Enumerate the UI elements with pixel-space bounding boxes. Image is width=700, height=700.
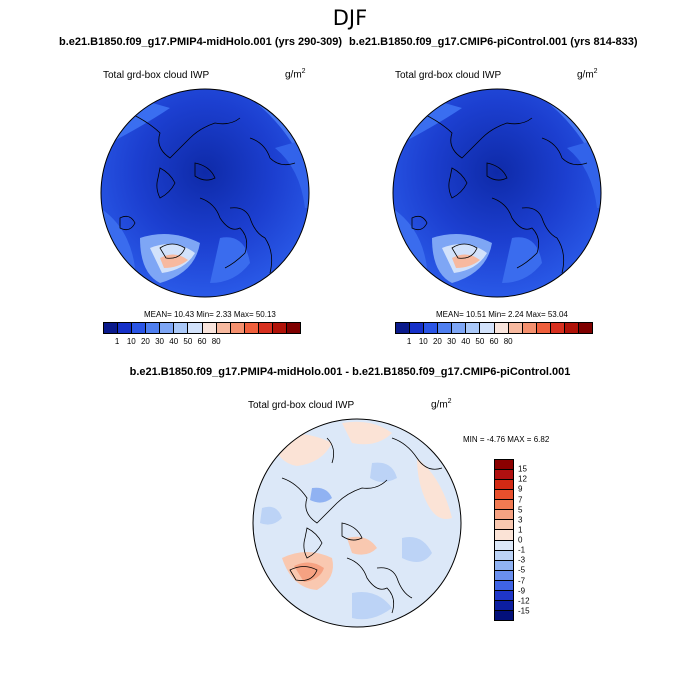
colorbar-swatch <box>579 323 593 333</box>
colorbar-tick-label: -12 <box>518 596 530 606</box>
colorbar-tick-label: -9 <box>518 586 526 596</box>
colorbar-tick-label: 7 <box>518 495 523 504</box>
colorbar-swatch <box>118 323 133 333</box>
left-colorbar <box>103 322 301 334</box>
right-colorbar <box>395 322 593 334</box>
colorbar-swatch <box>495 480 513 491</box>
colorbar-swatch <box>495 570 513 581</box>
colorbar-swatch <box>495 600 513 611</box>
colorbar-swatch <box>495 540 513 551</box>
difference-title: b.e21.B1850.f09_g17.PMIP4-midHolo.001 - … <box>129 366 571 378</box>
colorbar-swatch <box>438 323 453 333</box>
colorbar-swatch <box>146 323 161 333</box>
colorbar-tick-label: 40 <box>169 337 179 346</box>
colorbar-tick-label: 15 <box>518 464 527 474</box>
left-stats: MEAN= 10.43 Min= 2.33 Max= 50.13 <box>144 310 276 319</box>
difference-units: g/m2 <box>431 398 452 411</box>
left-polar-map <box>100 88 310 298</box>
colorbar-swatch <box>495 510 513 521</box>
colorbar-tick-label: 30 <box>447 337 457 346</box>
colorbar-tick-label: 20 <box>432 337 442 346</box>
colorbar-tick-label: 30 <box>155 337 165 346</box>
colorbar-swatch <box>424 323 439 333</box>
left-field-label: Total grd-box cloud IWP <box>103 70 210 81</box>
colorbar-swatch <box>564 323 580 333</box>
colorbar-swatch <box>495 610 513 620</box>
colorbar-tick-label: 1 <box>518 525 523 535</box>
right-units: g/m2 <box>577 68 598 81</box>
colorbar-swatch <box>466 323 481 333</box>
colorbar-swatch <box>272 323 288 333</box>
colorbar-swatch <box>495 500 513 511</box>
difference-field-label: Total grd-box cloud IWP <box>248 400 355 411</box>
right-polar-map <box>392 88 602 298</box>
colorbar-tick-label: 80 <box>503 337 513 346</box>
colorbar-swatch <box>202 323 217 333</box>
right-case-header: b.e21.B1850.f09_g17.CMIP6-piControl.001 … <box>349 36 638 48</box>
colorbar-tick-label: -7 <box>518 576 526 585</box>
difference-colorbar <box>494 459 514 621</box>
colorbar-tick-label: 50 <box>183 337 193 346</box>
colorbar-tick-label: 1 <box>406 337 412 346</box>
colorbar-tick-label: 10 <box>418 337 428 346</box>
colorbar-tick-label: 10 <box>126 337 136 346</box>
left-case-header: b.e21.B1850.f09_g17.PMIP4-midHolo.001 (y… <box>59 36 343 48</box>
colorbar-tick-label: -15 <box>518 606 530 616</box>
left-units: g/m2 <box>285 68 306 81</box>
colorbar-tick-label: 12 <box>518 474 527 484</box>
colorbar-swatch <box>495 530 513 541</box>
colorbar-swatch <box>495 590 513 601</box>
figure-season-title: DJF <box>332 6 368 30</box>
colorbar-swatch <box>480 323 495 333</box>
colorbar-tick-label: 9 <box>518 484 523 494</box>
colorbar-swatch <box>188 323 203 333</box>
difference-polar-map <box>252 418 462 628</box>
colorbar-swatch <box>495 550 513 561</box>
colorbar-swatch <box>160 323 175 333</box>
colorbar-tick-label: 80 <box>211 337 221 346</box>
colorbar-swatch <box>495 560 513 571</box>
colorbar-swatch <box>494 323 509 333</box>
colorbar-swatch <box>287 323 301 333</box>
colorbar-swatch <box>495 580 513 591</box>
colorbar-swatch <box>132 323 147 333</box>
colorbar-tick-label: -5 <box>518 565 526 575</box>
colorbar-swatch <box>452 323 467 333</box>
colorbar-tick-label: 5 <box>518 505 523 515</box>
colorbar-swatch <box>495 520 513 531</box>
colorbar-tick-label: 40 <box>461 337 471 346</box>
colorbar-swatch <box>216 323 231 333</box>
right-colorbar-ticks: 1 10 20 30 40 50 60 80 <box>395 337 593 347</box>
colorbar-swatch <box>104 323 119 333</box>
colorbar-tick-label: 50 <box>475 337 485 346</box>
colorbar-swatch <box>495 490 513 501</box>
colorbar-swatch <box>230 323 245 333</box>
colorbar-swatch <box>396 323 411 333</box>
colorbar-swatch <box>495 470 513 481</box>
colorbar-tick-label: 60 <box>197 337 207 346</box>
colorbar-swatch <box>244 323 259 333</box>
colorbar-swatch <box>550 323 565 333</box>
colorbar-tick-label: 3 <box>518 515 523 525</box>
colorbar-tick-label: -1 <box>518 545 526 555</box>
colorbar-tick-label: 1 <box>114 337 120 346</box>
colorbar-tick-label: 0 <box>518 535 523 545</box>
colorbar-swatch <box>410 323 425 333</box>
colorbar-swatch <box>495 460 513 471</box>
colorbar-tick-label: -3 <box>518 555 526 565</box>
colorbar-swatch <box>174 323 189 333</box>
right-stats: MEAN= 10.51 Min= 2.24 Max= 53.04 <box>436 310 568 319</box>
left-colorbar-ticks: 1 10 20 30 40 50 60 80 <box>103 337 301 347</box>
difference-colorbar-ticks: 15 12 9 7 5 3 1 0 -1 -3 -5 -7 -9 -12 -15 <box>518 459 548 621</box>
colorbar-swatch <box>508 323 523 333</box>
right-field-label: Total grd-box cloud IWP <box>395 70 502 81</box>
colorbar-tick-label: 20 <box>140 337 150 346</box>
colorbar-swatch <box>258 323 273 333</box>
colorbar-swatch <box>522 323 537 333</box>
difference-stats: MIN = -4.76 MAX = 6.82 <box>463 435 550 444</box>
colorbar-swatch <box>536 323 551 333</box>
colorbar-tick-label: 60 <box>489 337 499 346</box>
